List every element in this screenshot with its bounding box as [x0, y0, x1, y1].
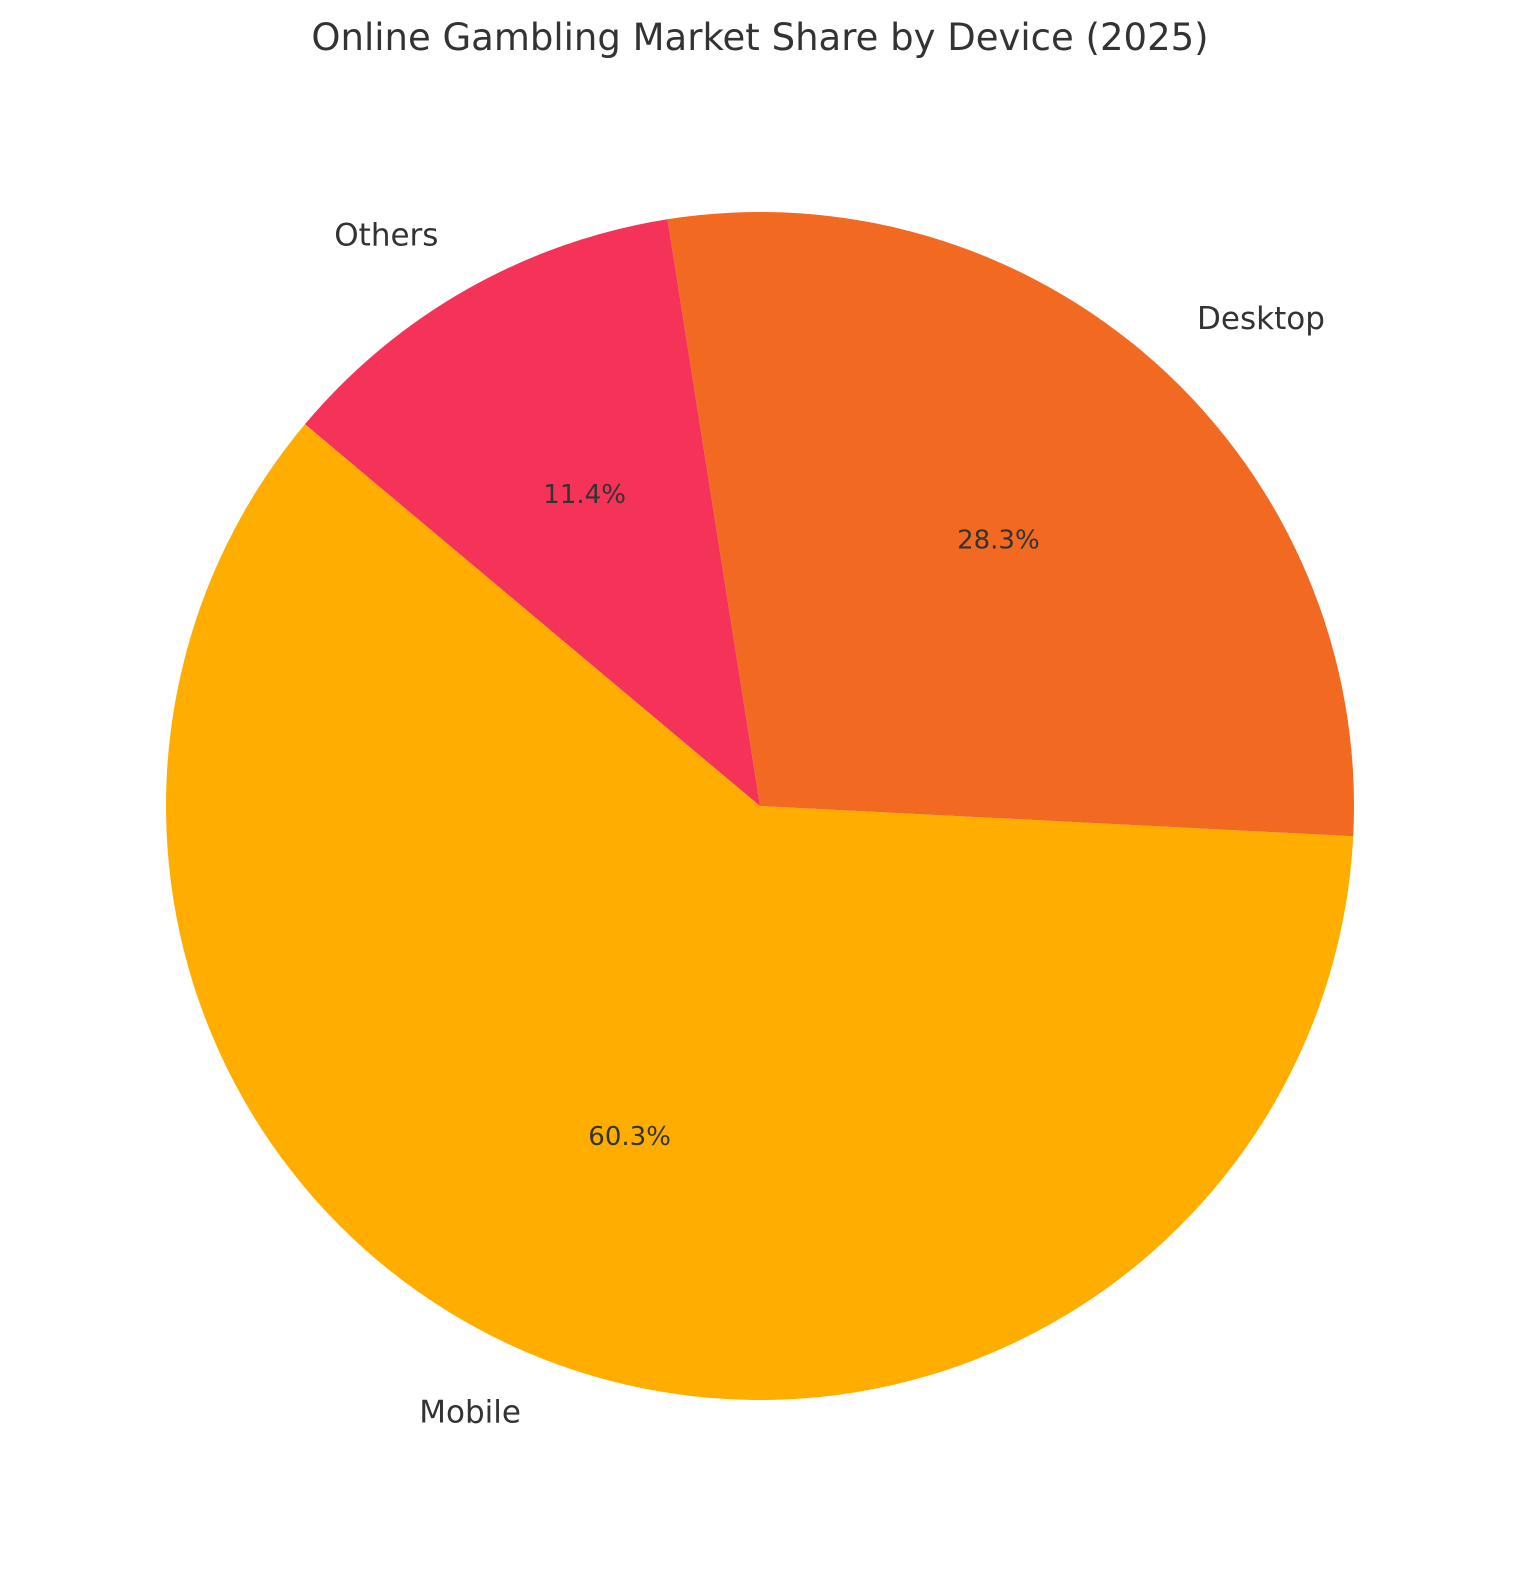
slice-percent-mobile: 60.3%: [588, 1122, 671, 1152]
slice-label-others: Others: [334, 218, 438, 254]
pie-slices: [166, 212, 1355, 1400]
slice-label-desktop: Desktop: [1197, 301, 1325, 337]
slice-percent-desktop: 28.3%: [957, 526, 1040, 556]
pie-labels: Mobile 60.3% Desktop 28.3% Others 11.4%: [334, 218, 1325, 1431]
slice-percent-others: 11.4%: [543, 480, 626, 510]
pie-slice-desktop: [667, 212, 1355, 837]
pie-slice-others: [304, 219, 760, 806]
slice-label-mobile: Mobile: [419, 1395, 521, 1431]
chart-title: Online Gambling Market Share by Device (…: [311, 16, 1208, 59]
pie-slice-mobile: [166, 424, 1354, 1400]
